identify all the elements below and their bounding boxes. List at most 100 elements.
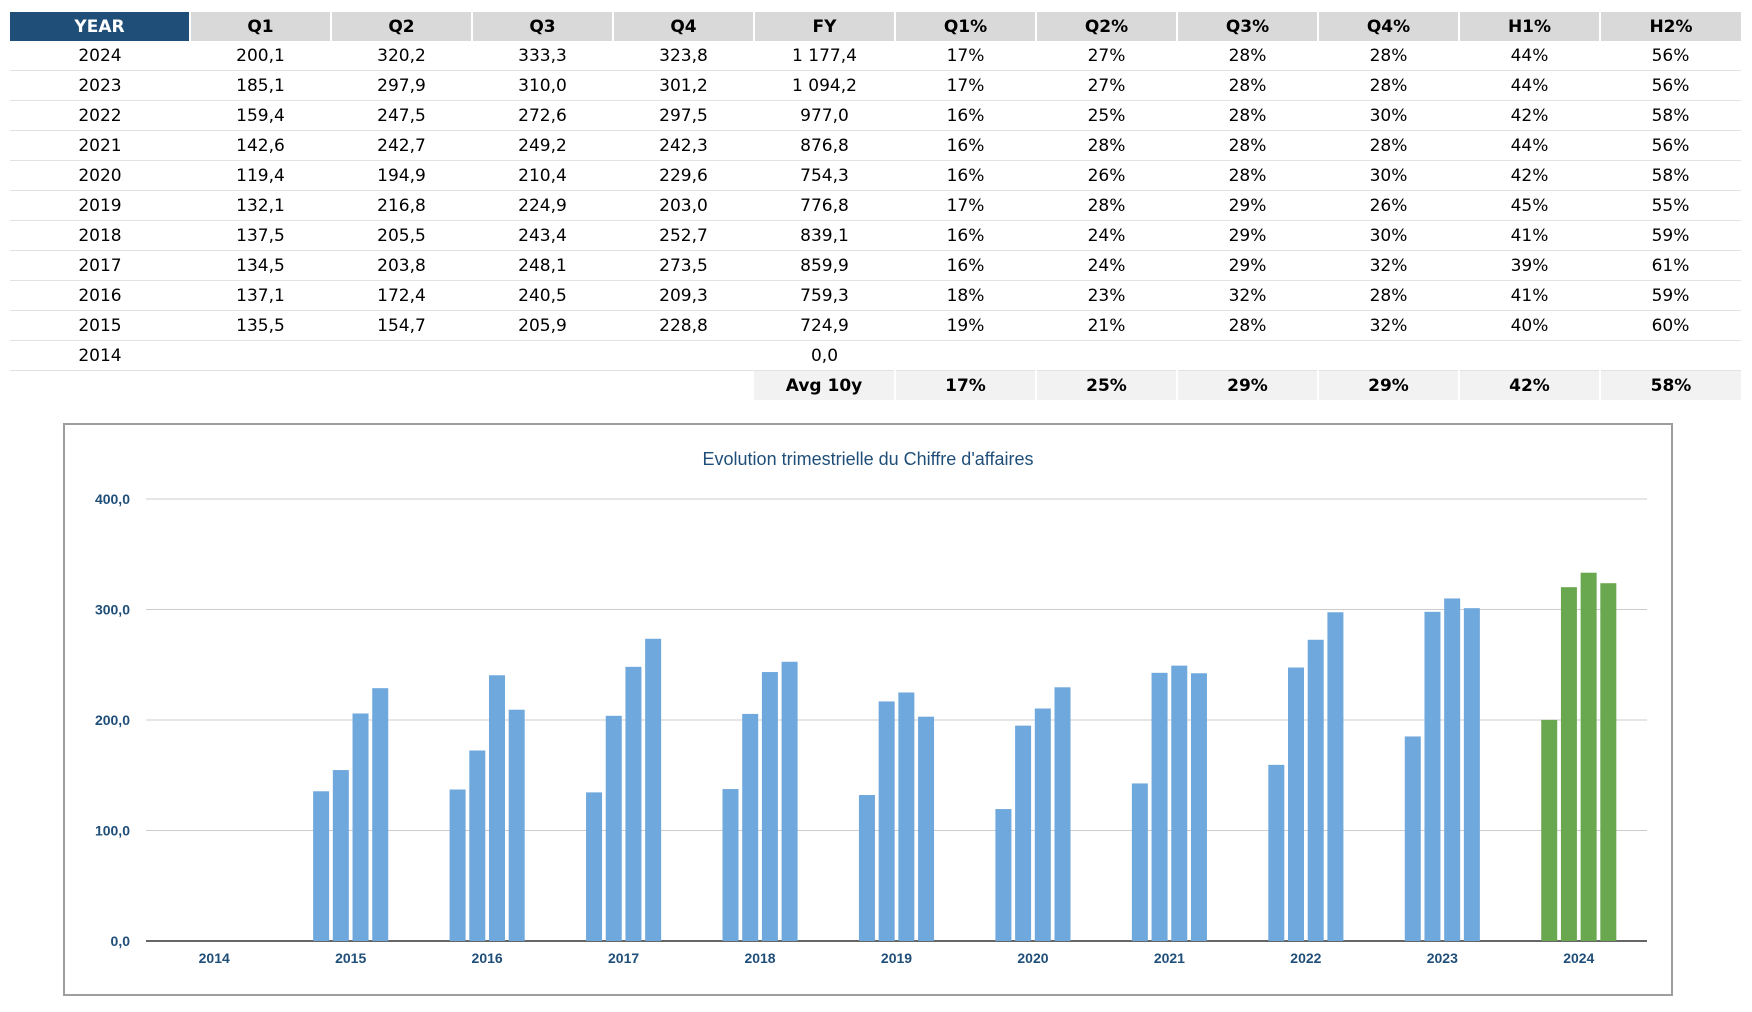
table-cell[interactable]: 41% — [1459, 220, 1600, 251]
bar-2021-q1[interactable] — [1131, 783, 1148, 941]
table-cell[interactable]: 16% — [895, 130, 1036, 161]
bar-2023-q1[interactable] — [1404, 736, 1421, 941]
year-cell[interactable]: 2022 — [10, 100, 190, 131]
table-cell[interactable] — [472, 340, 613, 371]
table-cell[interactable]: 16% — [895, 160, 1036, 191]
bar-2019-q4[interactable] — [918, 716, 935, 941]
table-cell[interactable]: 28% — [1177, 160, 1318, 191]
bar-2019-q2[interactable] — [878, 701, 895, 941]
table-cell[interactable]: 137,5 — [190, 220, 331, 251]
bar-2021-q4[interactable] — [1190, 673, 1207, 941]
table-cell[interactable]: 56% — [1600, 70, 1741, 101]
header-q3[interactable]: Q3 — [471, 12, 613, 41]
table-cell[interactable] — [190, 340, 331, 371]
table-cell[interactable]: 310,0 — [472, 70, 613, 101]
table-cell[interactable]: 249,2 — [472, 130, 613, 161]
table-cell[interactable]: 776,8 — [754, 190, 895, 221]
bar-2018-q4[interactable] — [781, 661, 798, 941]
table-cell[interactable]: 1 094,2 — [754, 70, 895, 101]
table-cell[interactable]: 19% — [895, 310, 1036, 341]
table-cell[interactable]: 301,2 — [613, 70, 754, 101]
table-cell[interactable]: 55% — [1600, 190, 1741, 221]
table-cell[interactable]: 28% — [1177, 100, 1318, 131]
table-cell[interactable]: 194,9 — [331, 160, 472, 191]
table-cell[interactable]: 119,4 — [190, 160, 331, 191]
table-cell[interactable]: 29% — [1177, 250, 1318, 281]
table-cell[interactable] — [895, 340, 1036, 371]
bar-2021-q3[interactable] — [1171, 665, 1188, 941]
bar-2019-q1[interactable] — [858, 795, 875, 941]
table-cell[interactable]: 44% — [1459, 70, 1600, 101]
table-cell[interactable]: 30% — [1318, 100, 1459, 131]
table-cell[interactable]: 172,4 — [331, 280, 472, 311]
bar-2021-q2[interactable] — [1151, 672, 1168, 941]
bar-2020-q1[interactable] — [995, 809, 1012, 941]
table-cell[interactable]: 16% — [895, 250, 1036, 281]
table-cell[interactable]: 759,3 — [754, 280, 895, 311]
year-cell[interactable]: 2018 — [10, 220, 190, 251]
table-cell[interactable]: 154,7 — [331, 310, 472, 341]
table-cell[interactable]: 205,5 — [331, 220, 472, 251]
bar-2015-q1[interactable] — [313, 791, 330, 941]
year-cell[interactable]: 2017 — [10, 250, 190, 281]
table-cell[interactable]: 28% — [1036, 190, 1177, 221]
table-cell[interactable]: 977,0 — [754, 100, 895, 131]
table-cell[interactable]: 24% — [1036, 250, 1177, 281]
bar-2024-q1[interactable] — [1541, 719, 1558, 941]
table-cell[interactable]: 28% — [1318, 130, 1459, 161]
table-cell[interactable]: 26% — [1036, 160, 1177, 191]
table-cell[interactable]: 273,5 — [613, 250, 754, 281]
table-cell[interactable]: 297,9 — [331, 70, 472, 101]
table-cell[interactable]: 58% — [1600, 160, 1741, 191]
year-cell[interactable]: 2015 — [10, 310, 190, 341]
table-cell[interactable]: 185,1 — [190, 70, 331, 101]
table-cell[interactable]: 297,5 — [613, 100, 754, 131]
table-cell[interactable]: 16% — [895, 100, 1036, 131]
table-cell[interactable]: 242,3 — [613, 130, 754, 161]
table-cell[interactable]: 21% — [1036, 310, 1177, 341]
bar-2015-q2[interactable] — [332, 770, 349, 941]
table-cell[interactable]: 42% — [1459, 160, 1600, 191]
table-cell[interactable] — [613, 371, 754, 401]
table-cell[interactable]: 28% — [1177, 70, 1318, 101]
table-cell[interactable]: 876,8 — [754, 130, 895, 161]
table-cell[interactable]: 859,9 — [754, 250, 895, 281]
bar-2015-q3[interactable] — [352, 713, 369, 941]
table-cell[interactable] — [10, 371, 190, 401]
bar-2017-q1[interactable] — [586, 792, 603, 941]
table-cell[interactable]: 0,0 — [754, 340, 895, 371]
table-cell[interactable] — [331, 371, 472, 401]
table-cell[interactable] — [1318, 340, 1459, 371]
average-h2-pct[interactable]: 58% — [1599, 370, 1741, 400]
bar-2020-q3[interactable] — [1034, 708, 1051, 941]
table-cell[interactable]: 228,8 — [613, 310, 754, 341]
table-cell[interactable]: 272,6 — [472, 100, 613, 131]
bar-2017-q4[interactable] — [645, 638, 662, 941]
revenue-chart[interactable]: Evolution trimestrielle du Chiffre d'aff… — [63, 423, 1673, 996]
table-cell[interactable]: 27% — [1036, 41, 1177, 71]
table-cell[interactable]: 32% — [1318, 250, 1459, 281]
year-cell[interactable]: 2019 — [10, 190, 190, 221]
table-cell[interactable]: 40% — [1459, 310, 1600, 341]
table-cell[interactable]: 247,5 — [331, 100, 472, 131]
table-cell[interactable]: 242,7 — [331, 130, 472, 161]
table-cell[interactable]: 32% — [1318, 310, 1459, 341]
table-cell[interactable]: 320,2 — [331, 41, 472, 71]
bar-2019-q3[interactable] — [898, 692, 915, 941]
bar-2023-q4[interactable] — [1463, 608, 1480, 941]
table-cell[interactable]: 142,6 — [190, 130, 331, 161]
table-cell[interactable]: 56% — [1600, 130, 1741, 161]
bar-2022-q4[interactable] — [1327, 612, 1344, 941]
table-cell[interactable]: 59% — [1600, 220, 1741, 251]
table-cell[interactable]: 29% — [1177, 220, 1318, 251]
bar-2018-q2[interactable] — [742, 713, 759, 941]
bar-2024-q2[interactable] — [1560, 587, 1577, 941]
year-cell[interactable]: 2023 — [10, 70, 190, 101]
table-cell[interactable]: 28% — [1318, 70, 1459, 101]
table-cell[interactable]: 18% — [895, 280, 1036, 311]
table-cell[interactable]: 17% — [895, 190, 1036, 221]
table-cell[interactable]: 25% — [1036, 100, 1177, 131]
bar-2015-q4[interactable] — [372, 688, 389, 941]
table-cell[interactable]: 1 177,4 — [754, 41, 895, 71]
bar-2020-q4[interactable] — [1054, 687, 1071, 941]
